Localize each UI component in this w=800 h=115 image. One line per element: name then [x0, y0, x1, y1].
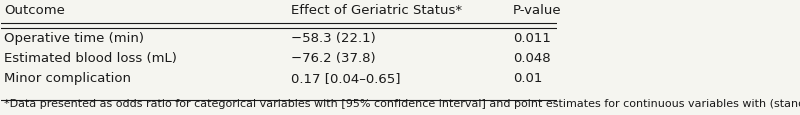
Text: 0.048: 0.048	[513, 51, 550, 64]
Text: *Data presented as odds ratio for categorical variables with [95% confidence int: *Data presented as odds ratio for catego…	[4, 98, 800, 108]
Text: Effect of Geriatric Status*: Effect of Geriatric Status*	[290, 4, 462, 17]
Text: Outcome: Outcome	[4, 4, 65, 17]
Text: P-value: P-value	[513, 4, 562, 17]
Text: Estimated blood loss (mL): Estimated blood loss (mL)	[4, 51, 177, 64]
Text: Minor complication: Minor complication	[4, 71, 131, 84]
Text: 0.011: 0.011	[513, 31, 550, 44]
Text: −58.3 (22.1): −58.3 (22.1)	[290, 31, 375, 44]
Text: −76.2 (37.8): −76.2 (37.8)	[290, 51, 375, 64]
Text: Operative time (min): Operative time (min)	[4, 31, 144, 44]
Text: 0.01: 0.01	[513, 71, 542, 84]
Text: 0.17 [0.04–0.65]: 0.17 [0.04–0.65]	[290, 71, 400, 84]
